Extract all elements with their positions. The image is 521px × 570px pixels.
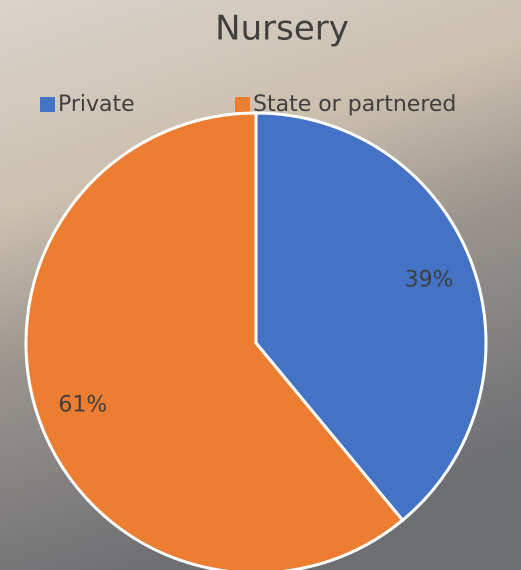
legend-label: Private — [58, 92, 135, 117]
legend-label: State or partnered — [253, 92, 456, 117]
data-label: 39% — [405, 268, 454, 293]
legend-swatch — [235, 97, 250, 112]
legend-swatch — [40, 97, 55, 112]
data-label: 61% — [58, 392, 107, 417]
pie-slice — [254, 111, 488, 523]
chart-title: Nursery — [215, 9, 349, 49]
pie-slice — [24, 111, 405, 570]
